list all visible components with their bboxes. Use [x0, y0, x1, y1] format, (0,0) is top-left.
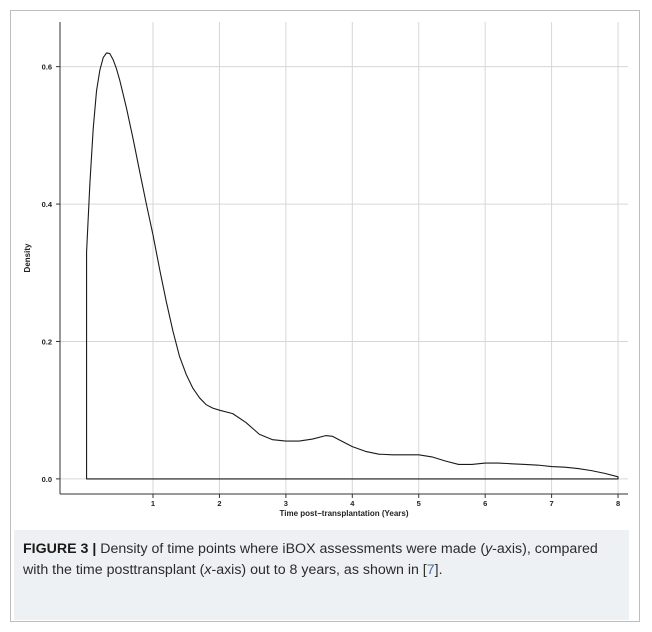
y-tick-label: 0.2: [42, 337, 52, 346]
caption-segment: Density of time points where iBOX assess…: [96, 541, 486, 557]
y-axis-title: Density: [23, 243, 32, 272]
caption-segment: -axis) out to 8 years, as shown in [: [211, 562, 427, 578]
x-tick-label: 5: [417, 499, 421, 508]
x-tick-label: 8: [616, 499, 620, 508]
grid-lines: [60, 22, 628, 494]
x-tick-label: 1: [151, 499, 155, 508]
caption-segment: y: [485, 541, 493, 557]
density-curve-group: [86, 52, 619, 480]
reference-link[interactable]: 7: [426, 562, 435, 578]
y-tick-label: 0.6: [42, 63, 52, 72]
figure-label: FIGURE 3 |: [23, 541, 97, 557]
figure-frame: [10, 10, 640, 622]
y-tick-label: 0.4: [42, 200, 53, 209]
caption-text: Density of time points where iBOX assess…: [23, 541, 598, 578]
y-tick-label: 0.0: [42, 475, 52, 484]
x-axis-title: Time post−transplantation (Years): [280, 509, 409, 518]
caption-segment: -axis), compared with the time posttrans…: [23, 541, 598, 578]
figure-caption: FIGURE 3 | Density of time points where …: [14, 530, 629, 620]
axes: [59, 22, 628, 495]
density-chart: 1 2 3 4 5 6 7 8 0.0 0.2 0.4 0.6 Time post−transplan…: [23, 22, 628, 518]
caption-segment: ].: [434, 562, 443, 578]
x-tick-label: 7: [550, 499, 554, 508]
x-tick-label: 6: [483, 499, 487, 508]
tick-marks: 1 2 3 4 5 6 7 8 0.0 0.2 0.4 0.6: [42, 63, 621, 508]
x-tick-label: 3: [284, 499, 288, 508]
caption-segment: x: [204, 562, 212, 578]
x-tick-label: 2: [217, 499, 221, 508]
density-curve: [86, 52, 619, 480]
x-tick-label: 4: [350, 499, 355, 508]
